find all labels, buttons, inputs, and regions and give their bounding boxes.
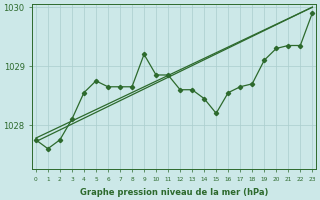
X-axis label: Graphe pression niveau de la mer (hPa): Graphe pression niveau de la mer (hPa) xyxy=(80,188,268,197)
